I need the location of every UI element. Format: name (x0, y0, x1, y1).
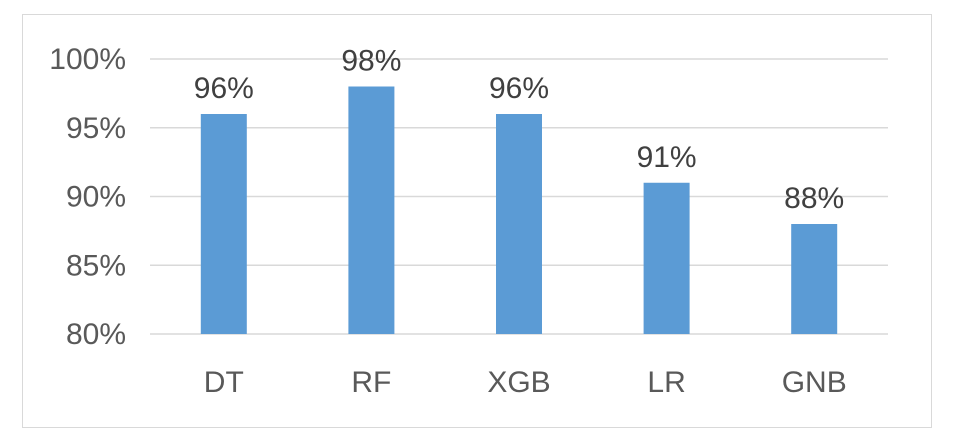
data-label: 91% (637, 141, 697, 174)
data-label: 96% (489, 72, 549, 105)
y-tick-label: 90% (66, 181, 126, 214)
chart-frame (22, 14, 932, 428)
bar (496, 114, 542, 334)
bar (791, 224, 838, 334)
bar (643, 182, 690, 334)
x-tick-label: GNB (782, 366, 847, 399)
y-tick-label: 80% (66, 318, 126, 351)
x-tick-label: LR (647, 366, 685, 399)
bar (200, 114, 247, 334)
x-tick-label: XGB (487, 366, 550, 399)
bar (348, 86, 395, 334)
data-label: 88% (784, 182, 844, 215)
data-label: 98% (341, 45, 401, 78)
y-tick-label: 85% (66, 249, 126, 282)
x-tick-label: DT (204, 366, 244, 399)
y-tick-label: 95% (66, 112, 126, 145)
x-tick-label: RF (351, 366, 391, 399)
data-label: 96% (194, 72, 254, 105)
y-tick-label: 100% (49, 43, 126, 76)
